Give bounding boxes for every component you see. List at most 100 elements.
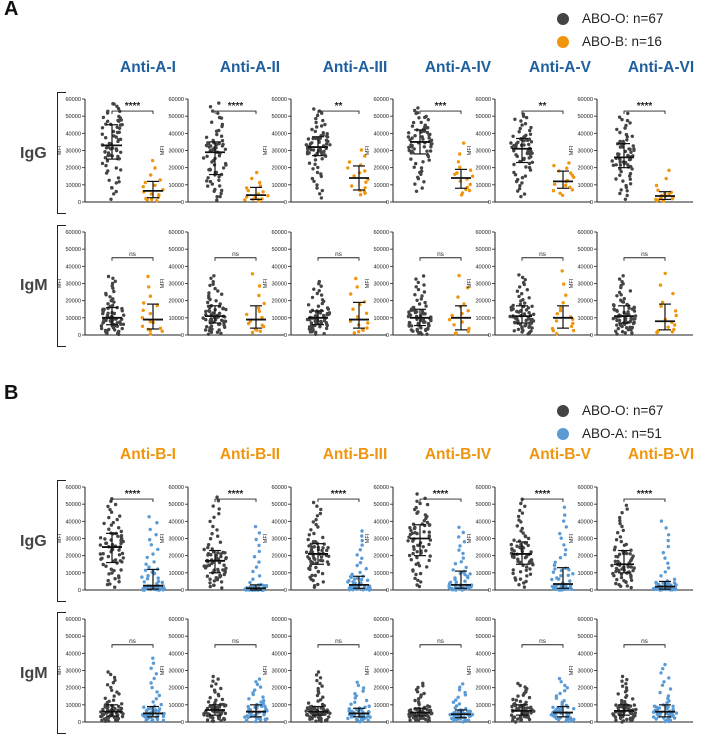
- data-point: [624, 682, 628, 686]
- data-point: [629, 150, 633, 154]
- data-point: [212, 688, 217, 692]
- data-point: [157, 693, 161, 698]
- data-point: [219, 134, 224, 138]
- y-tick-label: 50000: [65, 634, 81, 640]
- data-point: [423, 496, 427, 500]
- data-point: [572, 707, 576, 711]
- data-point: [155, 199, 159, 203]
- data-point: [307, 533, 311, 537]
- data-point: [571, 572, 575, 576]
- significance-bracket: [111, 110, 154, 115]
- data-point: [529, 155, 533, 159]
- data-point: [668, 687, 673, 691]
- data-point: [621, 139, 625, 144]
- data-point: [103, 696, 107, 700]
- data-point: [509, 713, 514, 717]
- data-point: [562, 519, 566, 523]
- data-point: [250, 176, 254, 181]
- y-tick-label: 40000: [168, 651, 184, 657]
- data-point: [519, 194, 523, 199]
- data-point: [528, 132, 533, 136]
- data-point: [251, 577, 255, 581]
- data-point: [219, 318, 224, 322]
- data-point: [219, 686, 223, 691]
- significance-label: ns: [232, 251, 240, 258]
- legend-item-abo-a: ABO-A: n=51: [557, 422, 663, 445]
- data-point: [115, 321, 119, 325]
- data-point: [101, 707, 105, 712]
- data-point: [451, 568, 455, 572]
- data-point: [260, 315, 264, 320]
- legend-marker-icon: [557, 427, 569, 440]
- data-point: [318, 681, 322, 686]
- subplot-anti-a-vi-igg: 0 10000 20000 30000 40000 50000 60000 MFI ****: [569, 97, 693, 206]
- data-point: [308, 564, 313, 568]
- y-tick-label: 50000: [475, 502, 491, 508]
- data-point: [355, 680, 359, 684]
- significance-label: ns: [129, 638, 137, 645]
- data-point: [219, 172, 224, 177]
- y-tick-label: 0: [386, 200, 389, 206]
- data-point: [518, 699, 523, 704]
- data-point: [113, 585, 117, 589]
- data-point: [246, 188, 250, 193]
- y-tick-label: 10000: [577, 703, 593, 709]
- data-point: [572, 717, 576, 722]
- data-point: [664, 176, 668, 181]
- data-point: [455, 171, 459, 175]
- title-anti-a-i: Anti-A-I: [120, 59, 176, 76]
- data-point: [221, 142, 225, 147]
- data-point: [515, 524, 519, 528]
- y-tick-label: 10000: [168, 703, 184, 709]
- y-tick-label: 40000: [271, 519, 287, 525]
- data-point: [218, 302, 222, 306]
- data-point: [119, 568, 123, 572]
- y-axis-label: MFI: [365, 278, 371, 288]
- data-point: [620, 280, 624, 284]
- data-point: [422, 691, 426, 696]
- data-point: [620, 705, 625, 709]
- data-point: [360, 543, 364, 547]
- data-point: [631, 554, 635, 558]
- y-axis-label: MFI: [160, 665, 166, 675]
- data-point: [217, 115, 222, 120]
- data-point: [161, 718, 166, 723]
- y-tick-label: 20000: [475, 554, 491, 560]
- data-point: [324, 142, 329, 146]
- data-point: [625, 507, 629, 511]
- data-point: [416, 578, 420, 582]
- data-point: [359, 148, 364, 152]
- data-point: [209, 317, 213, 321]
- data-point: [112, 568, 116, 573]
- data-point: [140, 316, 145, 320]
- data-point: [210, 715, 214, 719]
- data-point: [658, 283, 663, 287]
- data-point: [428, 554, 432, 558]
- data-point: [518, 302, 523, 306]
- data-point: [654, 197, 658, 202]
- y-tick-label: 50000: [373, 247, 389, 253]
- data-point: [218, 194, 222, 199]
- data-point: [458, 165, 462, 169]
- data-point: [208, 167, 212, 171]
- data-point: [216, 534, 220, 538]
- data-point: [310, 141, 314, 145]
- data-point: [618, 139, 622, 144]
- data-point: [512, 538, 516, 542]
- data-point: [565, 166, 569, 170]
- data-point: [625, 694, 629, 698]
- data-point: [206, 300, 210, 305]
- data-point: [611, 316, 615, 321]
- y-tick-label: 20000: [373, 554, 389, 560]
- subplot-anti-b-iii-igm: 0 10000 20000 30000 40000 50000 60000 MFI ns: [263, 617, 387, 726]
- data-point: [101, 562, 105, 567]
- data-point: [252, 555, 257, 559]
- significance-label: ****: [433, 489, 449, 500]
- data-point: [223, 161, 228, 166]
- data-point: [102, 521, 106, 526]
- data-point: [560, 269, 564, 273]
- data-point: [623, 700, 627, 704]
- data-point: [311, 167, 315, 171]
- data-point: [243, 198, 247, 202]
- y-tick-label: 10000: [271, 571, 287, 577]
